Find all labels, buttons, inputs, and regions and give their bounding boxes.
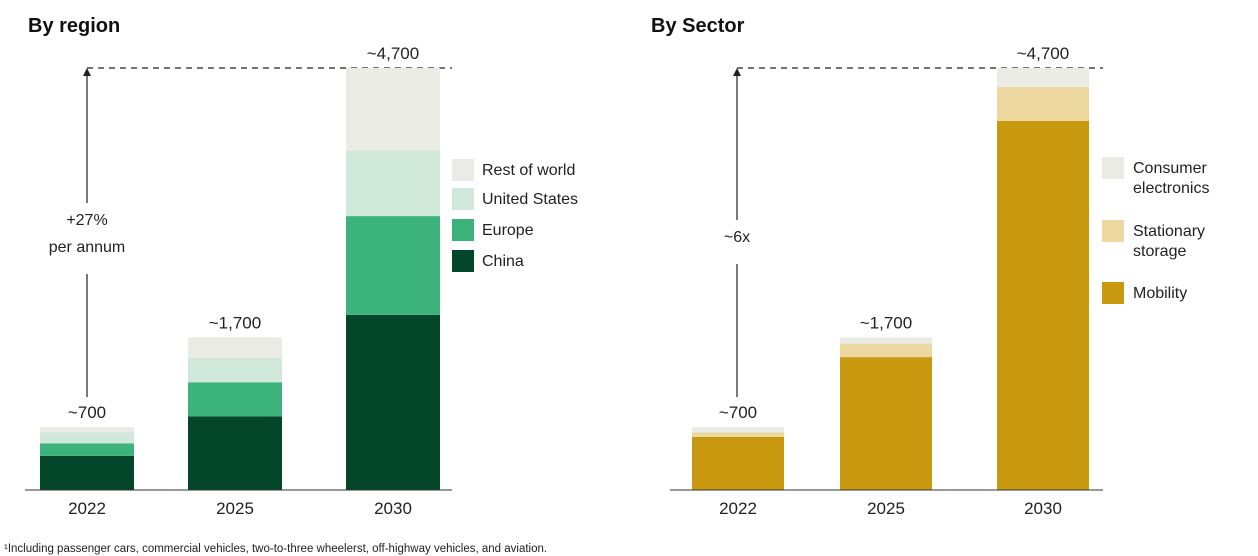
chart-title: By Sector <box>651 15 745 37</box>
legend-label-consumer-electronics: Consumer <box>1133 160 1207 177</box>
legend-swatch-united-states <box>452 188 474 210</box>
legend-label-stationary-storage: storage <box>1133 243 1186 260</box>
total-label-2025: ~1,700 <box>209 313 261 332</box>
x-tick-label-2022: 2022 <box>719 499 757 518</box>
bar-mobility-2030 <box>997 121 1089 490</box>
legend-swatch-consumer-electronics <box>1102 157 1124 179</box>
bar-china-2025 <box>188 416 282 490</box>
total-label-2030: ~4,700 <box>1017 44 1069 63</box>
legend-label-rest-of-world: Rest of world <box>482 162 575 179</box>
bar-europe-2025 <box>188 382 282 417</box>
bar-united-states-2030 <box>346 150 440 217</box>
total-label-2022: ~700 <box>68 403 106 422</box>
by-sector-chart: By Sector ~700 2022 ~1,700 2025 ~4,700 2030 ~6x… <box>651 15 1209 518</box>
bar-china-2030 <box>346 314 440 490</box>
legend-label-consumer-electronics: electronics <box>1133 180 1209 197</box>
growth-annotation: +27% <box>66 212 107 229</box>
bar-stationary-storage-2030 <box>997 86 1089 121</box>
bar-rest-of-world-2025 <box>188 337 282 359</box>
bar-united-states-2025 <box>188 358 282 383</box>
legend-label-stationary-storage: Stationary <box>1133 223 1205 240</box>
bar-consumer-electronics-2030 <box>997 68 1089 87</box>
bar-mobility-2022 <box>692 437 784 490</box>
legend-swatch-china <box>452 250 474 272</box>
chart-title: By region <box>28 15 120 37</box>
x-tick-label-2025: 2025 <box>216 499 254 518</box>
bar-rest-of-world-2030 <box>346 68 440 151</box>
bar-china-2022 <box>40 455 134 490</box>
growth-arrow-head <box>83 68 91 76</box>
total-label-2030: ~4,700 <box>367 44 419 63</box>
legend-label-mobility: Mobility <box>1133 285 1187 302</box>
legend-swatch-stationary-storage <box>1102 220 1124 242</box>
x-tick-label-2022: 2022 <box>68 499 106 518</box>
legend-swatch-mobility <box>1102 282 1124 304</box>
legend-label-europe: Europe <box>482 222 534 239</box>
by-region-chart: By region ~700 2022 ~1,700 2025 ~4,700 2030 +27… <box>25 15 578 518</box>
x-tick-label-2030: 2030 <box>374 499 412 518</box>
x-tick-label-2025: 2025 <box>867 499 905 518</box>
growth-annotation: per annum <box>49 239 126 256</box>
legend-swatch-europe <box>452 219 474 241</box>
legend-label-united-states: United States <box>482 191 578 208</box>
bar-stationary-storage-2022 <box>692 432 784 437</box>
bar-consumer-electronics-2025 <box>840 337 932 344</box>
growth-annotation: ~6x <box>724 229 750 246</box>
bar-consumer-electronics-2022 <box>692 427 784 433</box>
bar-europe-2030 <box>346 216 440 315</box>
x-tick-label-2030: 2030 <box>1024 499 1062 518</box>
bar-stationary-storage-2025 <box>840 343 932 358</box>
bar-united-states-2022 <box>40 432 134 444</box>
footnote: ¹Including passenger cars, commercial ve… <box>4 543 547 555</box>
total-label-2025: ~1,700 <box>860 313 912 332</box>
bar-mobility-2025 <box>840 357 932 490</box>
growth-arrow-head <box>733 68 741 76</box>
legend-swatch-rest-of-world <box>452 159 474 181</box>
legend-label-china: China <box>482 253 524 270</box>
bar-europe-2022 <box>40 443 134 456</box>
bar-rest-of-world-2022 <box>40 427 134 433</box>
total-label-2022: ~700 <box>719 403 757 422</box>
